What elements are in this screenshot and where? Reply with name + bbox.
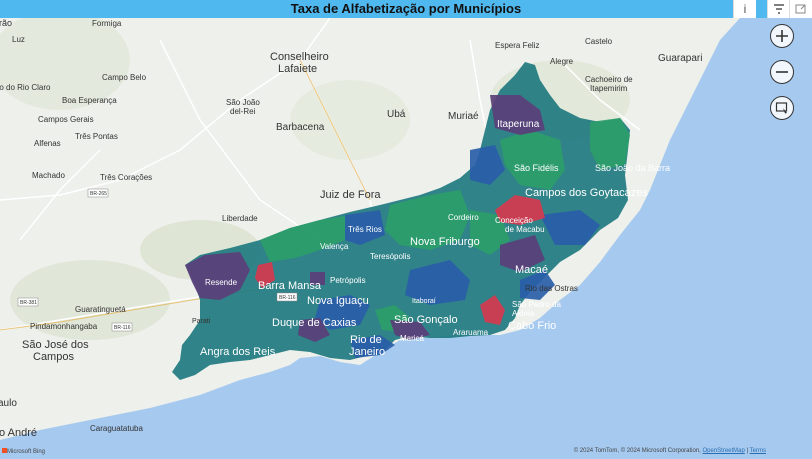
region-blue-1	[345, 210, 385, 245]
label-itaborai: Itaboraí	[412, 298, 436, 305]
info-icon[interactable]: i	[733, 0, 756, 18]
region-purple-4	[390, 320, 430, 340]
label-muriae: Muriaé	[448, 111, 479, 122]
label-rio-claro: rmo do Rio Claro	[0, 83, 51, 92]
label-parati: Parati	[192, 318, 211, 325]
region-purple-1	[185, 252, 250, 300]
label-cachoeiro: Cachoeiro de Itapemirim	[585, 75, 633, 93]
label-angra: Angra dos Reis	[200, 346, 276, 358]
label-sao-joao-da-barra: São João da Barra	[595, 163, 670, 173]
page-title: Taxa de Alfabetização por Municípios	[290, 1, 522, 16]
label-macae: Macaé	[515, 264, 548, 276]
label-castelo: Castelo	[585, 37, 613, 46]
label-tres-pontas: Três Pontas	[75, 132, 118, 141]
title-bar: Taxa de Alfabetização por Municípios i	[0, 0, 812, 18]
label-sao-joao-del-rei: São João del-Rei	[226, 98, 260, 116]
region-purple-2	[490, 95, 545, 135]
region-green-2	[385, 190, 470, 250]
road-shield: BR-381	[20, 300, 37, 306]
region-blue-4	[405, 260, 470, 305]
road-shield: BR-116	[279, 295, 296, 301]
region-purple-3	[500, 235, 545, 272]
zoom-in-button[interactable]	[770, 24, 794, 48]
label-rio-das-ostras: Rio das Ostras	[525, 284, 578, 293]
label-boa-esperanca: Boa Esperança	[62, 96, 117, 105]
region-red-1	[255, 262, 275, 288]
label-sao-jose-campos: São José dos Campos	[22, 339, 89, 363]
region-purple-5	[298, 318, 330, 342]
region-blue-7	[520, 270, 555, 300]
region-green-4	[590, 118, 630, 170]
label-resende: Resende	[205, 278, 238, 287]
label-sao-fidelis: São Fidélis	[514, 163, 559, 173]
label-conceicao: Conceição de Macabu	[495, 216, 545, 234]
region-blue-3	[540, 210, 600, 245]
label-cordeiro: Cordeiro	[448, 213, 479, 222]
label-campos: Campos dos Goytacazes	[525, 187, 648, 199]
label-duque-caxias: Duque de Caxias	[272, 317, 357, 329]
region-blue-5	[315, 295, 370, 330]
label-sao-goncalo: São Gonçalo	[394, 314, 458, 326]
label-uba: Ubá	[387, 109, 406, 120]
map-labels: rrão Formiga Luz Oliveira rmo do Rio Cla…	[0, 18, 702, 439]
label-barbacena: Barbacena	[276, 122, 325, 133]
label-espera-feliz: Espera Feliz	[495, 41, 539, 50]
region-green-1	[260, 215, 350, 262]
map-canvas[interactable]: rrão Formiga Luz Oliveira rmo do Rio Cla…	[0, 18, 812, 459]
label-conselheiro: Conselheiro Lafaiete	[270, 51, 329, 75]
label-petropolis: Petrópolis	[330, 276, 366, 285]
plus-icon	[776, 30, 788, 42]
label-barra-mansa: Barra Mansa	[258, 280, 322, 292]
label-campo-belo: Campo Belo	[102, 73, 147, 82]
region-blue-6	[350, 335, 395, 358]
label-cabo-frio: Cabo Frio	[508, 320, 556, 332]
label-santo-andre: to André	[0, 427, 37, 439]
ocean	[0, 18, 812, 459]
label-nova-iguacu: Nova Iguaçu	[307, 295, 369, 307]
label-machado: Machado	[32, 171, 65, 180]
region-red-3	[480, 295, 505, 325]
label-teresopolis: Teresópolis	[370, 252, 410, 261]
label-caraguatatuba: Caraguatatuba	[90, 424, 143, 433]
selection-icon	[775, 102, 788, 114]
road-shield: BR-116	[114, 325, 131, 331]
selection-tool-button[interactable]	[770, 96, 794, 120]
svg-text:Luz: Luz	[12, 35, 25, 44]
label-liberdade: Liberdade	[222, 214, 258, 223]
region-blue-2	[470, 145, 505, 185]
bing-logo: Microsoft Bing	[2, 448, 45, 455]
label-rio-de-janeiro: Rio de Janeiro	[349, 334, 385, 358]
label-juiz-de-fora: Juiz de Fora	[320, 189, 381, 201]
minus-icon	[776, 71, 788, 73]
label-sao-paulo: aulo	[0, 398, 17, 409]
road-shield: BR-265	[90, 191, 107, 197]
label-alegre: Alegre	[550, 57, 574, 66]
region-purple-6	[310, 272, 325, 285]
label-itaperuna: Itaperuna	[497, 119, 540, 130]
label-guaratingueta: Guaratinguetá	[75, 305, 126, 314]
label-tres-coracoes: Três Corações	[100, 173, 152, 182]
osm-link[interactable]: OpenStreetMap	[702, 448, 745, 454]
label-alfenas: Alfenas	[34, 139, 61, 148]
region-green-3	[500, 130, 565, 190]
focus-mode-icon[interactable]	[789, 0, 812, 18]
label-sao-pedro: São Pedro da Aldeia	[512, 300, 561, 318]
label-valenca: Valença	[320, 242, 349, 251]
map-attribution: © 2024 TomTom, © 2024 Microsoft Corporat…	[573, 448, 766, 454]
region-red-2	[495, 195, 545, 225]
label-campos-gerais: Campos Gerais	[38, 115, 94, 124]
label-tres-rios: Três Rios	[348, 225, 382, 234]
label-formiga: Formiga	[92, 19, 122, 28]
road-shields: BR-265 BR-381 BR-116 BR-116	[17, 188, 298, 332]
filter-icon[interactable]	[767, 0, 790, 18]
label-araruama: Araruama	[453, 328, 489, 337]
label-nova-friburgo: Nova Friburgo	[410, 236, 480, 248]
label-marica: Maricá	[400, 334, 425, 343]
zoom-out-button[interactable]	[770, 60, 794, 84]
label-guarapari: Guarapari	[658, 53, 702, 64]
terms-link[interactable]: Terms	[749, 448, 766, 454]
svg-text:rrão: rrão	[0, 18, 12, 28]
label-pindamonhangaba: Pindamonhangaba	[30, 322, 98, 331]
